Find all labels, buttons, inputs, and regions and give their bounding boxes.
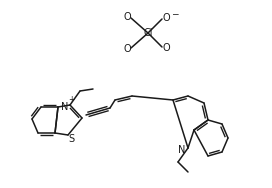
Text: O: O xyxy=(123,12,131,22)
Text: O: O xyxy=(162,43,170,53)
Text: O: O xyxy=(162,13,170,23)
Text: N: N xyxy=(178,145,186,155)
Text: Cl: Cl xyxy=(143,28,153,38)
Text: O: O xyxy=(123,44,131,54)
Text: N: N xyxy=(61,102,69,112)
Text: S: S xyxy=(68,134,74,144)
Text: +: + xyxy=(68,96,74,105)
Text: −: − xyxy=(171,10,179,18)
